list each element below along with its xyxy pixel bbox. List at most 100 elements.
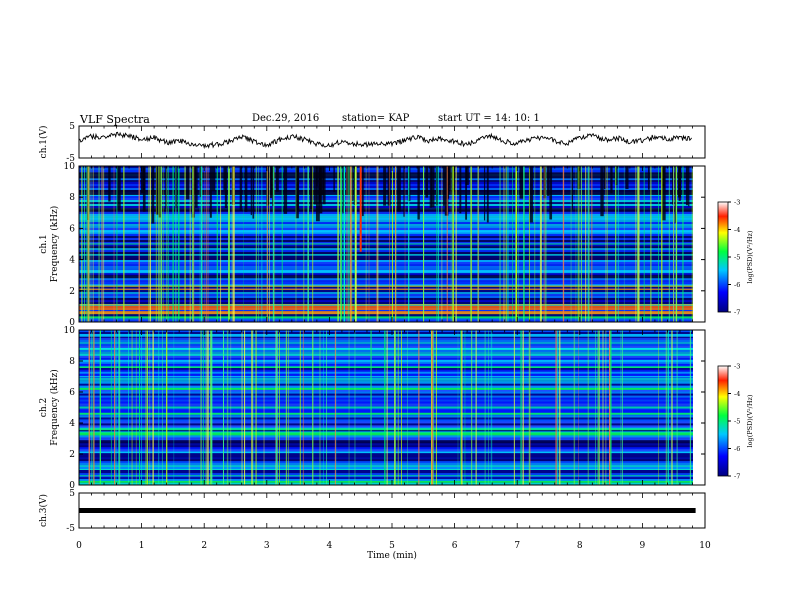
spectrogram-row (79, 467, 693, 470)
header-station: station= KAP (342, 113, 410, 124)
dark-streak (362, 166, 364, 217)
spectrogram-row (79, 294, 693, 297)
dark-streak (647, 166, 650, 190)
spectrogram-row (79, 280, 693, 283)
spectrogram-row (79, 256, 693, 259)
spectrogram-row (79, 240, 693, 243)
spectrogram-row (79, 232, 693, 235)
dark-streak (333, 166, 335, 193)
dark-streak (678, 166, 681, 201)
spectrogram-row (79, 425, 693, 428)
spectrogram-row (79, 224, 693, 227)
spectrogram-row (79, 445, 693, 448)
colorbar-tick-label: -4 (734, 390, 740, 398)
header-start-time: start UT = 14: 10: 1 (438, 113, 540, 124)
spectrogram-row (79, 455, 693, 458)
colorbar-label: log(PSD)(V²/Hz) (746, 394, 754, 447)
header-date: Dec.29, 2016 (252, 113, 320, 124)
dark-streak (383, 166, 387, 206)
spectrogram-row (79, 401, 693, 404)
spectrogram-row (79, 419, 693, 422)
y-label-channel: ch.1 (39, 234, 49, 253)
spectrogram-row (79, 483, 693, 486)
spectrogram-row (79, 337, 693, 341)
spectrogram-row (79, 477, 693, 480)
spectrogram-row (79, 339, 693, 343)
spectrogram-row (79, 369, 693, 372)
spectrogram-row (79, 282, 693, 285)
dark-streak (295, 166, 300, 212)
spectrogram-row (79, 479, 693, 482)
colorbar-label: log(PSD)(V²/Hz) (746, 230, 754, 283)
dark-streak (117, 166, 121, 211)
spectrogram-row (79, 242, 693, 245)
dark-streak (442, 166, 446, 206)
dark-streak (465, 166, 468, 220)
x-tick-label: 1 (139, 541, 145, 551)
spectrogram-row (79, 423, 693, 426)
y-tick-label: 4 (69, 256, 75, 266)
x-tick-label: 3 (264, 541, 270, 551)
ch1-waveform (78, 131, 692, 150)
spectrogram-row (79, 226, 693, 229)
dark-streak (688, 166, 690, 207)
y-label-quantity: Frequency (kHz) (49, 369, 60, 446)
header-title: VLF Spectra (80, 113, 150, 126)
spectrogram-1: 0 2 4 6 8 10 ch.1 Frequency (kHz) -3 -4 -5 -6 -7 log(… (39, 162, 754, 328)
colorbar-tick-label: -7 (734, 473, 740, 481)
y-tick-label: 8 (69, 357, 75, 367)
dark-streak (543, 166, 547, 199)
spectrogram-row (79, 302, 693, 305)
y-tick-label: 8 (69, 193, 75, 203)
spectrogram-row (79, 250, 693, 253)
spectrogram-row (79, 391, 693, 394)
spectrogram-row (79, 421, 693, 424)
dark-streak (155, 166, 159, 215)
y-tick-label: 0 (69, 481, 75, 491)
x-tick-label: 5 (389, 541, 395, 551)
dark-streak (250, 166, 252, 216)
spectrogram-row (79, 367, 693, 370)
x-tick-label: 7 (514, 541, 520, 551)
spectrogram-row (79, 379, 693, 382)
spectrogram-row (79, 260, 693, 263)
spectrogram-row (79, 216, 693, 219)
spectrogram-row (79, 248, 693, 251)
dark-streak (194, 166, 198, 208)
spectrogram-row (79, 397, 693, 400)
y-tick-label: 10 (64, 162, 76, 172)
spectrogram-row (79, 411, 693, 414)
spectrogram-row (79, 389, 693, 392)
dark-streak (600, 166, 604, 217)
spectrogram-row (79, 212, 693, 215)
spectrogram-row (79, 381, 693, 384)
spectrogram-2: 0 2 4 6 8 10 ch.2 Frequency (kHz) -3 -4 -5 -6 -7 log(… (39, 326, 754, 491)
spectrogram-row (79, 471, 693, 474)
spectrogram-row (79, 298, 693, 301)
dark-streak (625, 166, 629, 190)
dark-streak (346, 166, 350, 195)
spectrogram-row (79, 335, 693, 339)
dark-streak (549, 166, 553, 220)
colorbar-tick-label: -6 (734, 281, 740, 289)
dark-streak (252, 166, 255, 219)
dark-streak (448, 166, 452, 192)
spectrogram-row (79, 220, 693, 223)
x-tick-label: 0 (76, 541, 82, 551)
dark-streak (158, 166, 161, 218)
spectrogram-row (79, 318, 693, 321)
dark-streak (209, 166, 212, 218)
spectrogram-row (79, 473, 693, 476)
y-tick-label: 5 (69, 122, 75, 132)
dark-streak (270, 166, 274, 196)
dark-streak (483, 166, 486, 221)
spectrogram-row (79, 435, 693, 438)
dark-streak (239, 166, 242, 211)
y-label-text: ch.3(V) (38, 494, 49, 527)
spectrogram-row (79, 407, 693, 410)
dark-streak (319, 166, 323, 214)
spectrogram-row (79, 349, 693, 353)
y-tick-label: 5 (69, 489, 75, 499)
dark-streak (186, 166, 190, 200)
